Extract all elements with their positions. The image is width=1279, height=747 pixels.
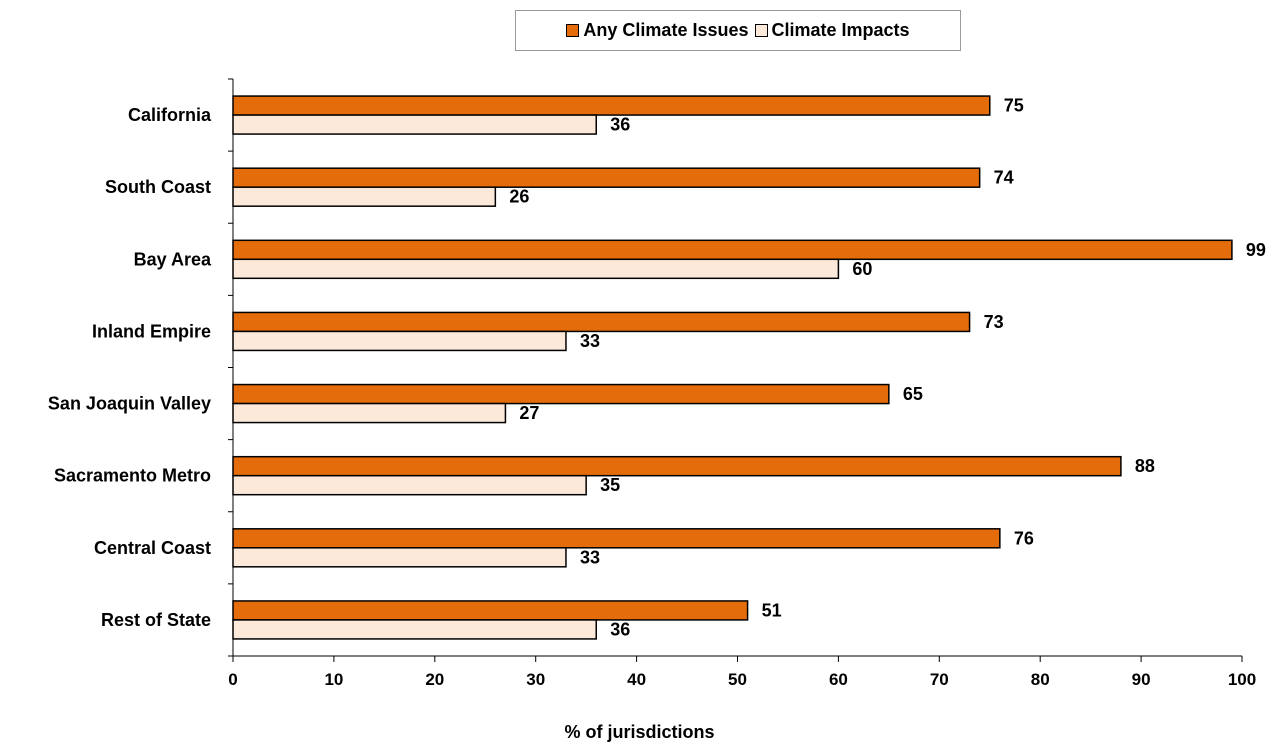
bar-any-climate-issues-rest-of-state <box>233 601 748 620</box>
bar-climate-impacts-inland-empire <box>233 331 566 350</box>
bar-group <box>233 96 1232 639</box>
x-tick-label-40: 40 <box>627 670 646 689</box>
bar-any-climate-issues-san-joaquin-valley <box>233 385 889 404</box>
category-label-bay-area: Bay Area <box>134 249 212 269</box>
legend-item-climate-impacts: Climate Impacts <box>755 20 910 41</box>
bar-climate-impacts-sacramento-metro <box>233 476 586 495</box>
bar-climate-impacts-central-coast <box>233 548 566 567</box>
data-label-climate-impacts-central-coast: 33 <box>580 547 600 567</box>
x-tick-label-90: 90 <box>1132 670 1151 689</box>
bar-climate-impacts-san-joaquin-valley <box>233 404 505 423</box>
data-label-any-climate-issues-california: 75 <box>1004 96 1024 116</box>
bar-climate-impacts-bay-area <box>233 259 838 278</box>
data-label-climate-impacts-inland-empire: 33 <box>580 331 600 351</box>
x-tick-label-50: 50 <box>728 670 747 689</box>
category-label-san-joaquin-valley: San Joaquin Valley <box>48 394 211 414</box>
x-axis-title: % of jurisdictions <box>0 722 1279 743</box>
data-label-climate-impacts-san-joaquin-valley: 27 <box>519 403 539 423</box>
data-label-any-climate-issues-san-joaquin-valley: 65 <box>903 384 923 404</box>
data-label-any-climate-issues-sacramento-metro: 88 <box>1135 456 1155 476</box>
x-tick-label-100: 100 <box>1228 670 1256 689</box>
legend-label-any-climate-issues: Any Climate Issues <box>583 20 748 41</box>
legend-swatch-any-climate-issues <box>566 24 579 37</box>
bar-any-climate-issues-central-coast <box>233 529 1000 548</box>
category-label-inland-empire: Inland Empire <box>92 321 211 341</box>
category-label-california: California <box>128 105 212 125</box>
bar-any-climate-issues-inland-empire <box>233 312 970 331</box>
data-label-climate-impacts-rest-of-state: 36 <box>610 619 630 639</box>
bar-climate-impacts-california <box>233 115 596 134</box>
x-tick-label-10: 10 <box>324 670 343 689</box>
category-label-south-coast: South Coast <box>105 177 211 197</box>
bar-any-climate-issues-bay-area <box>233 240 1232 259</box>
bar-any-climate-issues-south-coast <box>233 168 980 187</box>
data-label-any-climate-issues-south-coast: 74 <box>994 168 1014 188</box>
legend-item-any-climate-issues: Any Climate Issues <box>566 20 748 41</box>
legend-swatch-climate-impacts <box>755 24 768 37</box>
x-tick-label-20: 20 <box>425 670 444 689</box>
data-label-climate-impacts-sacramento-metro: 35 <box>600 475 620 495</box>
x-tick-label-80: 80 <box>1031 670 1050 689</box>
data-label-climate-impacts-bay-area: 60 <box>852 259 872 279</box>
data-label-any-climate-issues-inland-empire: 73 <box>984 312 1004 332</box>
x-tick-label-0: 0 <box>228 670 237 689</box>
x-tick-label-60: 60 <box>829 670 848 689</box>
category-label-sacramento-metro: Sacramento Metro <box>54 466 211 486</box>
x-tick-label-70: 70 <box>930 670 949 689</box>
data-label-any-climate-issues-bay-area: 99 <box>1246 240 1266 260</box>
legend: Any Climate Issues Climate Impacts <box>515 10 961 51</box>
bar-any-climate-issues-california <box>233 96 990 115</box>
data-label-any-climate-issues-rest-of-state: 51 <box>762 600 782 620</box>
data-label-any-climate-issues-central-coast: 76 <box>1014 528 1034 548</box>
data-label-climate-impacts-south-coast: 26 <box>509 187 529 207</box>
x-tick-label-30: 30 <box>526 670 545 689</box>
category-label-group: California South Coast Bay Area Inland Empi… <box>48 105 212 630</box>
category-label-rest-of-state: Rest of State <box>101 610 211 630</box>
bar-climate-impacts-south-coast <box>233 187 495 206</box>
category-label-central-coast: Central Coast <box>94 538 211 558</box>
bar-climate-impacts-rest-of-state <box>233 620 596 639</box>
bar-any-climate-issues-sacramento-metro <box>233 457 1121 476</box>
data-label-climate-impacts-california: 36 <box>610 115 630 135</box>
legend-label-climate-impacts: Climate Impacts <box>772 20 910 41</box>
